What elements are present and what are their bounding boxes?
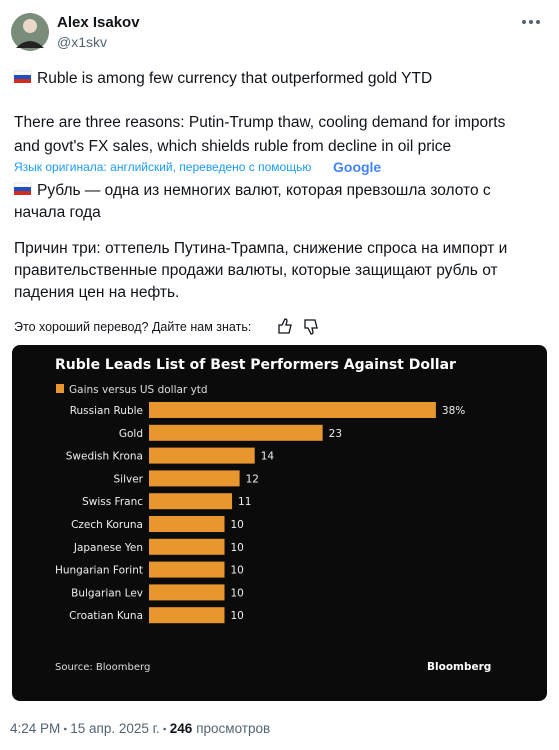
- author-handle[interactable]: @x1skv: [57, 34, 107, 50]
- flag-stripe: [14, 75, 31, 79]
- category-label: Silver: [114, 473, 144, 485]
- chart-image[interactable]: [12, 345, 547, 701]
- value-label: 10: [231, 565, 244, 577]
- thumb-down[interactable]: [304, 319, 318, 335]
- value-label: 10: [231, 587, 244, 599]
- value-label: 38%: [442, 405, 465, 417]
- tweet-text: Рубль — одна из немногих валют, которая …: [37, 182, 491, 199]
- tweet-text: Ruble is among few currency that outperf…: [37, 70, 432, 87]
- bar: [149, 447, 255, 464]
- value-label: 11: [238, 496, 251, 508]
- flag-stripe: [14, 79, 31, 83]
- category-label: Swiss Franc: [82, 496, 143, 508]
- chart-source: Source: Bloomberg: [55, 662, 150, 673]
- chart-title: Ruble Leads List of Best Performers Agai…: [55, 357, 456, 373]
- category-label: Bulgarian Lev: [71, 587, 143, 599]
- category-label: Croatian Kuna: [69, 610, 143, 622]
- value-label: 10: [231, 542, 244, 554]
- post-time: 4:24 PM: [10, 721, 60, 736]
- separator: [63, 727, 67, 731]
- post-date: 15 апр. 2025 г.: [70, 721, 159, 736]
- author-name[interactable]: Alex Isakov: [57, 14, 140, 31]
- flag-stripe: [13, 182, 32, 188]
- category-label: Hungarian Forint: [55, 565, 143, 577]
- value-label: 10: [231, 519, 244, 531]
- value-label: 14: [261, 451, 275, 463]
- translation-feedback: Это хороший перевод? Дайте нам знать:: [14, 320, 251, 334]
- tweet-text: начала года: [14, 204, 101, 221]
- translation-provider: Google: [333, 159, 381, 175]
- tweet-text: падения цен на нефть.: [14, 284, 179, 301]
- tweet-text: There are three reasons: Putin-Trump tha…: [14, 114, 506, 131]
- flag-stripe: [13, 70, 32, 76]
- category-label: Gold: [119, 428, 143, 440]
- category-label: Swedish Krona: [66, 451, 143, 463]
- category-label: Czech Koruna: [71, 519, 143, 531]
- tweet-text: and govt's FX sales, which shields ruble…: [14, 138, 451, 155]
- bar: [149, 470, 240, 487]
- bar: [149, 424, 323, 441]
- bar: [149, 561, 225, 578]
- category-label: Japanese Yen: [73, 542, 143, 554]
- value-label: 12: [246, 473, 259, 485]
- flag-stripe: [14, 191, 31, 195]
- bar: [149, 493, 233, 510]
- view-label: просмотров: [196, 721, 270, 736]
- value-label: 10: [231, 610, 244, 622]
- bar: [149, 584, 225, 601]
- more-menu[interactable]: [522, 20, 540, 24]
- category-label: Russian Ruble: [70, 405, 143, 417]
- translation-note: Язык оригинала: английский, переведено с…: [14, 160, 311, 174]
- avatar-face: [23, 19, 37, 33]
- value-label: 23: [329, 428, 342, 440]
- bar: [149, 538, 225, 555]
- bar: [149, 516, 225, 532]
- thumb-up[interactable]: [278, 318, 292, 334]
- flag-stripe: [14, 187, 31, 191]
- legend-swatch: [56, 384, 64, 393]
- bar: [149, 607, 225, 624]
- flag-ru: [13, 182, 32, 195]
- separator: [163, 727, 166, 731]
- avatar-body: [16, 41, 44, 48]
- tweet-text: правительственные продажи валюты, которы…: [14, 262, 498, 279]
- chart-brand: Bloomberg: [427, 661, 491, 673]
- flag-ru: [13, 70, 32, 83]
- bar: [149, 402, 436, 418]
- tweet-text: Причин три: оттепель Путина-Трампа, сниж…: [14, 240, 507, 257]
- view-count: 246: [170, 721, 193, 736]
- legend-label: Gains versus US dollar ytd: [69, 384, 208, 396]
